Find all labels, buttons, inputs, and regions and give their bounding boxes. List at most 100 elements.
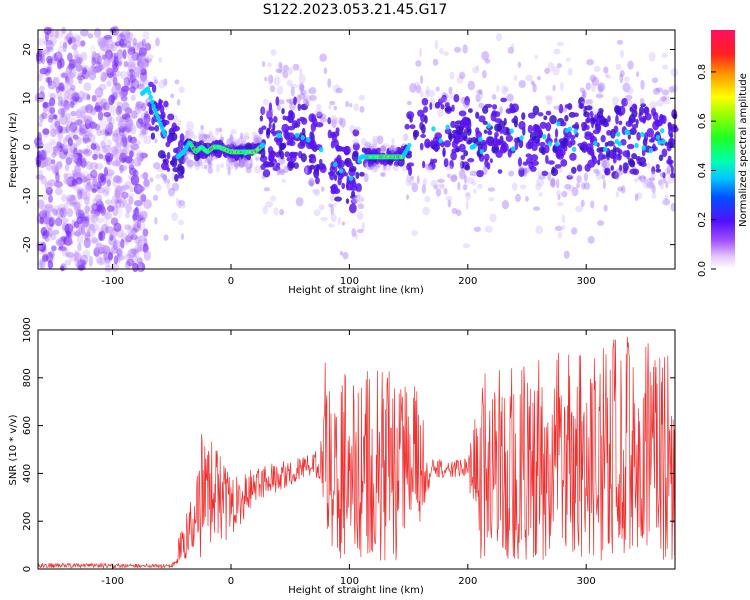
spectrogram-cell (602, 66, 608, 74)
spectrogram-cell (636, 131, 641, 141)
spectrogram-cell (52, 205, 62, 212)
spectrogram-cell (561, 214, 566, 224)
spectrogram-cell (518, 167, 525, 178)
spectrogram-ridge-cell (333, 161, 338, 167)
spectrogram-cell (547, 160, 555, 165)
spectrogram-cell (218, 127, 223, 133)
spectrogram-cell (459, 160, 465, 169)
spectrogram-cell (106, 169, 115, 177)
spectrogram-cell (497, 169, 503, 174)
spectrogram-cell (415, 84, 422, 94)
spectrogram-cell (177, 139, 184, 150)
snr-x-tick-label: 0 (228, 576, 234, 587)
spectrogram-cell (108, 103, 113, 113)
spectrogram-cell (558, 167, 563, 174)
spectrogram-ridge-cell (486, 123, 492, 129)
spectrogram-cell (116, 61, 123, 67)
spectrogram-cell (648, 51, 656, 62)
spectrogram-cell (90, 236, 99, 244)
spectrogram-cell (120, 70, 128, 80)
spectrogram-cell (200, 124, 205, 131)
spectrogram-cell (345, 100, 350, 108)
spectrogram-cell (604, 167, 608, 176)
spectrogram-cell (178, 86, 185, 94)
spectrogram-cell (171, 122, 178, 133)
spectrogram-cell (467, 80, 475, 91)
spectrogram-cell (116, 254, 125, 261)
spectrogram-cell (111, 160, 121, 167)
spectrogram-cell (627, 134, 631, 140)
spectrogram-cell (330, 115, 338, 124)
spectrogram-cell (50, 128, 57, 138)
spectrogram-cell (275, 137, 283, 146)
spectrogram-cell (83, 116, 93, 124)
spectrogram-cell (268, 102, 273, 112)
spectrogram-cell (79, 124, 88, 135)
spectrogram-cell (198, 130, 205, 139)
spectrogram-cell (577, 142, 585, 147)
spectrogram-cell (102, 54, 107, 61)
spectrogram-cell (643, 106, 649, 115)
spectrogram-cell (585, 118, 590, 124)
spectrogram-cell (273, 116, 278, 123)
spectrogram-cell (96, 65, 103, 74)
spectrogram-cell (58, 82, 65, 92)
spectrogram-cell (226, 138, 233, 148)
spectrogram-cell (94, 123, 101, 131)
spectrogram-cell (450, 120, 456, 129)
spectrogram-cell (203, 133, 211, 139)
spectrogram-cell (666, 158, 673, 165)
spectrogram-cell (239, 138, 247, 147)
spectrogram-ridge-cell (407, 142, 412, 148)
spectrogram-cell (94, 162, 104, 170)
spectrogram-cell (484, 58, 491, 64)
spectrogram-cell (174, 79, 180, 85)
spectrogram-cell (140, 173, 148, 180)
spectrogram-cell (40, 208, 46, 215)
spectrogram-cell (450, 151, 458, 161)
spectrogram-cell (345, 198, 350, 204)
spectrogram-cell (602, 154, 607, 160)
spectrogram-cell (129, 68, 134, 75)
spectrogram-cell (423, 106, 429, 113)
spectrogram-cell (288, 109, 294, 118)
spectrogram-cell (96, 181, 102, 190)
spectrogram-y-tick-label: 10 (22, 92, 33, 105)
spectrogram-cell (207, 166, 213, 174)
spectrogram-cell (54, 187, 63, 196)
spectrogram-cell (128, 248, 137, 258)
spectrogram-cell (615, 114, 619, 125)
spectrogram-cell (275, 68, 282, 74)
spectrogram-cell (74, 171, 83, 178)
spectrogram-cell (552, 66, 560, 76)
spectrogram-cell (114, 146, 119, 155)
spectrogram-cell (121, 184, 130, 191)
spectrogram-cell (35, 141, 44, 149)
spectrogram-cell (65, 156, 73, 166)
spectrogram-cell (668, 86, 675, 93)
spectrogram-cell (97, 61, 102, 72)
spectrogram-cell (610, 165, 614, 171)
spectrogram-cell (143, 113, 151, 124)
spectrogram-cell (48, 117, 54, 123)
spectrogram-cell (525, 74, 533, 82)
spectrogram-cell (130, 233, 138, 241)
spectrogram-cell (132, 250, 140, 259)
spectrogram-cell (64, 90, 69, 102)
spectrogram-cell (68, 202, 78, 208)
spectrogram-cell (291, 120, 298, 128)
spectrogram-cell (659, 172, 665, 177)
spectrogram-cell (137, 83, 145, 90)
spectrogram-cell (483, 129, 488, 134)
spectrogram-cell (126, 45, 134, 56)
spectrogram-cell (589, 110, 594, 118)
spectrogram-cell (43, 40, 53, 46)
spectrogram-cell (580, 121, 587, 129)
spectrogram-cell (125, 193, 135, 199)
spectrogram-cell (103, 101, 110, 111)
spectrogram-cell (254, 136, 259, 144)
spectrogram-cell (49, 233, 57, 241)
spectrogram-cell (530, 154, 539, 162)
spectrogram-cell (408, 166, 413, 176)
spectrogram-cell (429, 102, 433, 111)
